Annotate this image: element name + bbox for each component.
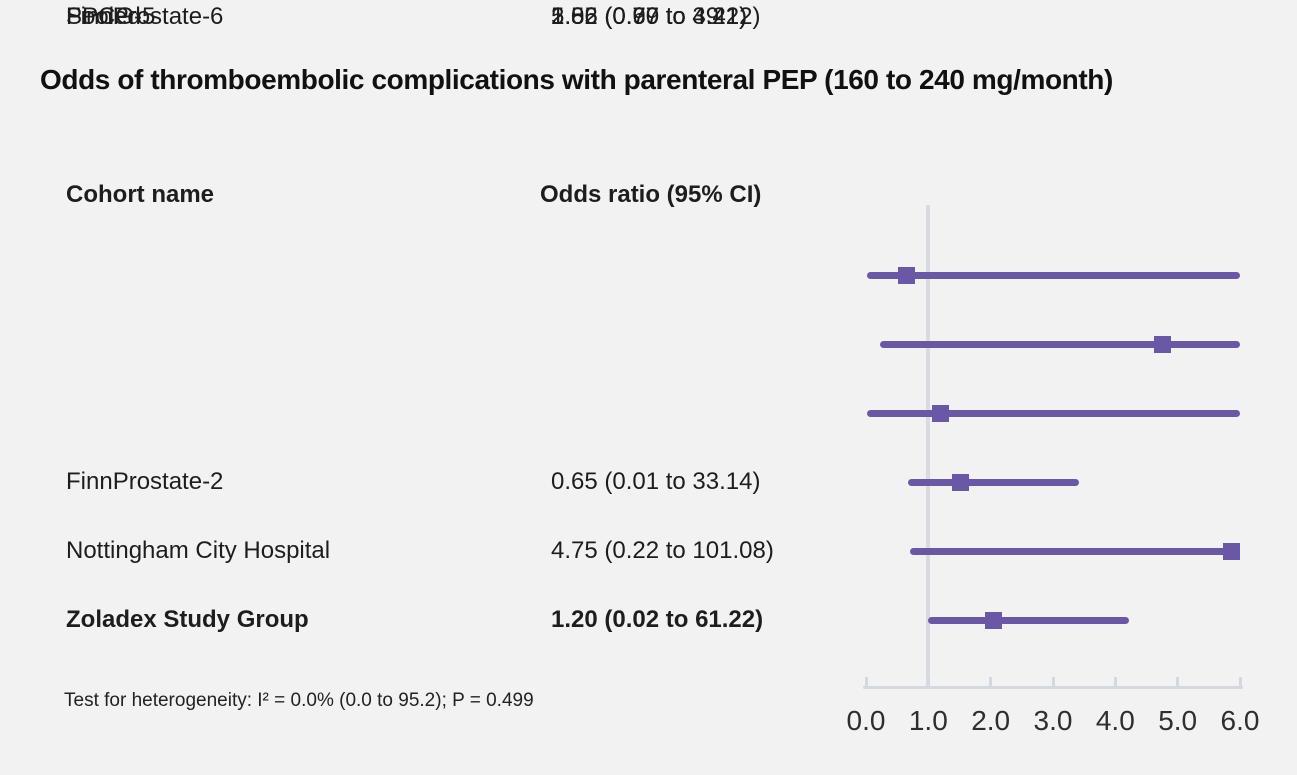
x-axis-tick: [1113, 677, 1117, 686]
x-tick-label: 4.0: [1095, 705, 1135, 736]
table-row: Zoladex Study Group 1.20 (0.02 to 61.22): [0, 603, 860, 637]
odds-ratio-marker: [952, 473, 970, 491]
x-axis-tick: [926, 677, 930, 686]
x-tick-label: 3.0: [1033, 705, 1073, 736]
odds-ratio-value: 2.05 (0.99 to 4.22): [551, 3, 748, 30]
confidence-interval-bar: [927, 616, 1130, 624]
confidence-interval-bar: [909, 547, 1240, 555]
x-axis-tick: [864, 677, 868, 686]
x-axis-tick: [989, 677, 993, 686]
table-row: FinnProstate-6 5.86 (0.70 to 49.12): [0, 0, 860, 34]
cohort-name: SPCG-5: [66, 3, 156, 30]
x-tick-label: 5.0: [1158, 705, 1198, 736]
odds-ratio-value: 1.20 (0.02 to 61.22): [551, 606, 764, 633]
odds-ratio-value: 5.86 (0.70 to 49.12): [551, 3, 761, 30]
x-tick-label: 6.0: [1220, 705, 1260, 736]
table-row: Nottingham City Hospital 4.75 (0.22 to 1…: [0, 534, 860, 568]
odds-ratio-marker: [1222, 542, 1240, 560]
confidence-interval-bar: [867, 409, 1240, 417]
table-row: SPCG-5 1.52 (0.67 to 3.41): [0, 0, 860, 34]
odds-ratio-value: 4.75 (0.22 to 101.08): [551, 537, 774, 564]
odds-ratio-value: 1.52 (0.67 to 3.41): [551, 3, 748, 30]
confidence-interval-bar: [907, 478, 1079, 486]
x-axis-tick: [1051, 677, 1055, 686]
heterogeneity-footnote: Test for heterogeneity: I² = 0.0% (0.0 t…: [64, 690, 534, 711]
x-axis-tick: [1238, 677, 1242, 686]
confidence-interval-bar: [866, 271, 1240, 279]
cohort-name: FinnProstate-6: [66, 3, 224, 30]
cohort-name: Pooled: [66, 3, 141, 30]
cohort-name: Nottingham City Hospital: [66, 537, 331, 564]
odds-ratio-marker: [898, 266, 916, 284]
cohort-column-header: Cohort name: [66, 181, 215, 208]
cohort-name: Zoladex Study Group: [66, 606, 309, 633]
cohort-name: FinnProstate-2: [66, 468, 224, 495]
table-row-pooled: Pooled 2.05 (0.99 to 4.22): [0, 0, 860, 34]
x-axis-line: [863, 686, 1243, 689]
x-tick-label: 1.0: [908, 705, 948, 736]
odds-ratio-marker: [1153, 335, 1171, 353]
x-axis-tick: [1176, 677, 1180, 686]
reference-line: [926, 205, 931, 686]
x-tick-label: 2.0: [971, 705, 1011, 736]
chart-title: Odds of thromboembolic complications wit…: [40, 64, 1113, 95]
x-tick-label: 0.0: [846, 705, 886, 736]
odds-ratio-column-header: Odds ratio (95% CI): [540, 181, 762, 208]
table-row: FinnProstate-2 0.65 (0.01 to 33.14): [0, 465, 860, 499]
confidence-interval-bar: [879, 340, 1240, 348]
odds-ratio-marker: [985, 611, 1003, 629]
odds-ratio-value: 0.65 (0.01 to 33.14): [551, 468, 761, 495]
odds-ratio-marker: [932, 404, 950, 422]
